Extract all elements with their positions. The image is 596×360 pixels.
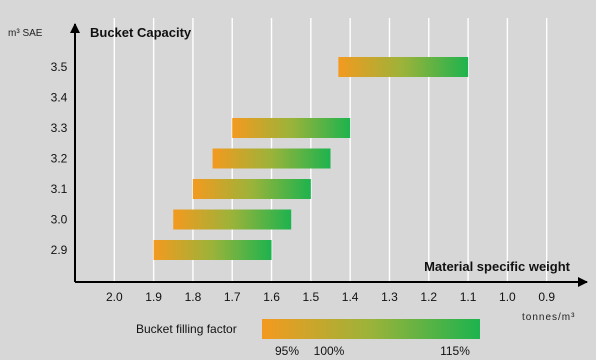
y-axis-unit: m³ SAE: [8, 28, 43, 39]
range-bar-2-9: [153, 240, 272, 260]
x-tick-label: 1.0: [499, 290, 516, 304]
x-axis-unit: tonnes/m³: [522, 312, 575, 323]
x-tick-label: 0.9: [538, 290, 555, 304]
x-tick-label: 1.5: [303, 290, 320, 304]
x-tick-label: 1.6: [263, 290, 280, 304]
range-bar-3-0: [173, 209, 292, 230]
legend-marker-label: 95%: [275, 344, 299, 358]
y-tick-label: 3.0: [51, 213, 68, 227]
range-bars: [153, 57, 469, 260]
legend-markers: 95% 100% 115%: [275, 344, 470, 358]
x-tick-label: 1.4: [342, 290, 359, 304]
legend-gradient-bar: [262, 319, 480, 339]
x-tick-label: 1.1: [460, 290, 477, 304]
range-bar-3-2: [212, 148, 331, 169]
x-tick-labels: 2.0 1.9 1.8 1.7 1.6 1.5 1.4 1.3 1.2 1.1 1.0 0.9: [106, 290, 555, 304]
x-tick-label: 1.9: [145, 290, 162, 304]
chart-title: Bucket Capacity: [90, 25, 192, 40]
x-tick-label: 1.7: [224, 290, 241, 304]
y-tick-label: 3.3: [51, 121, 68, 135]
range-bar-3-3: [232, 118, 351, 138]
y-tick-label: 2.9: [51, 243, 68, 257]
y-tick-label: 3.2: [51, 152, 68, 166]
x-tick-label: 1.3: [381, 290, 398, 304]
legend-marker-label: 100%: [314, 344, 345, 358]
legend-label: Bucket filling factor: [136, 322, 237, 336]
y-tick-label: 3.1: [51, 182, 68, 196]
range-bar-3-5: [338, 57, 469, 77]
x-tick-label: 1.2: [420, 290, 437, 304]
x-tick-label: 1.8: [185, 290, 202, 304]
legend-marker-label: 115%: [440, 344, 470, 358]
y-tick-labels: 3.5 3.4 3.3 3.2 3.1 3.0 2.9: [51, 60, 68, 257]
range-bar-3-1: [192, 179, 311, 199]
y-tick-label: 3.4: [51, 91, 68, 105]
x-axis-label: Material specific weight: [424, 259, 571, 274]
x-tick-label: 2.0: [106, 290, 123, 304]
y-tick-label: 3.5: [51, 60, 68, 74]
